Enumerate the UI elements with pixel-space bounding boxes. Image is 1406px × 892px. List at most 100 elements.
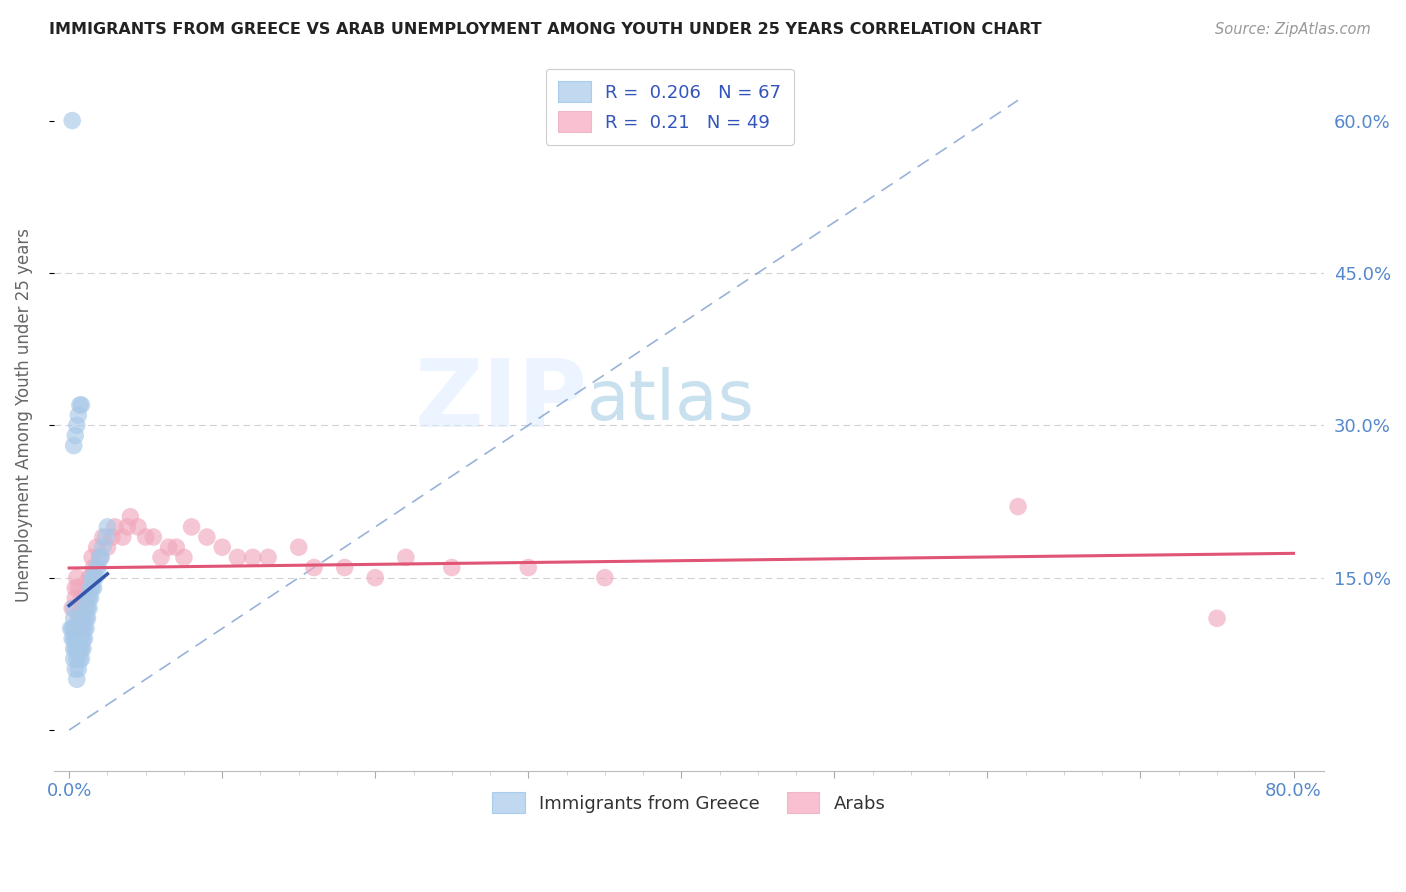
Point bbox=[96, 540, 118, 554]
Point bbox=[90, 550, 112, 565]
Point bbox=[66, 641, 89, 656]
Point bbox=[302, 560, 325, 574]
Point bbox=[62, 652, 84, 666]
Point bbox=[77, 591, 100, 605]
Point bbox=[70, 632, 93, 646]
Point bbox=[111, 530, 134, 544]
Point bbox=[67, 611, 90, 625]
Point bbox=[91, 540, 114, 554]
Point bbox=[76, 611, 98, 625]
Point bbox=[66, 652, 89, 666]
Point bbox=[120, 509, 142, 524]
Point bbox=[77, 571, 100, 585]
Point bbox=[75, 622, 97, 636]
Point bbox=[75, 601, 97, 615]
Point bbox=[76, 601, 98, 615]
Point bbox=[73, 632, 96, 646]
Point bbox=[72, 611, 94, 625]
Point bbox=[62, 622, 84, 636]
Point bbox=[86, 540, 108, 554]
Point bbox=[67, 622, 90, 636]
Point bbox=[66, 571, 89, 585]
Point bbox=[242, 550, 264, 565]
Point bbox=[77, 601, 100, 615]
Point bbox=[117, 520, 139, 534]
Point bbox=[72, 622, 94, 636]
Point bbox=[65, 641, 87, 656]
Point bbox=[67, 641, 90, 656]
Point bbox=[142, 530, 165, 544]
Point bbox=[66, 673, 89, 687]
Point bbox=[84, 571, 107, 585]
Text: atlas: atlas bbox=[588, 368, 755, 434]
Point bbox=[517, 560, 540, 574]
Point bbox=[440, 560, 463, 574]
Point bbox=[67, 408, 90, 422]
Point bbox=[69, 398, 91, 412]
Point bbox=[593, 571, 616, 585]
Point bbox=[87, 560, 110, 574]
Point bbox=[70, 622, 93, 636]
Point bbox=[76, 591, 98, 605]
Point bbox=[73, 601, 96, 615]
Point bbox=[76, 581, 98, 595]
Y-axis label: Unemployment Among Youth under 25 years: Unemployment Among Youth under 25 years bbox=[15, 228, 32, 602]
Text: IMMIGRANTS FROM GREECE VS ARAB UNEMPLOYMENT AMONG YOUTH UNDER 25 YEARS CORRELATI: IMMIGRANTS FROM GREECE VS ARAB UNEMPLOYM… bbox=[49, 22, 1042, 37]
Point bbox=[65, 622, 87, 636]
Point bbox=[127, 520, 149, 534]
Point bbox=[60, 113, 83, 128]
Point bbox=[79, 571, 101, 585]
Point bbox=[60, 632, 83, 646]
Point bbox=[211, 540, 233, 554]
Point bbox=[70, 622, 93, 636]
Point bbox=[101, 530, 124, 544]
Point bbox=[65, 581, 87, 595]
Point bbox=[333, 560, 356, 574]
Point bbox=[79, 581, 101, 595]
Text: Source: ZipAtlas.com: Source: ZipAtlas.com bbox=[1215, 22, 1371, 37]
Point bbox=[67, 581, 90, 595]
Point bbox=[75, 611, 97, 625]
Point bbox=[89, 550, 111, 565]
Point bbox=[287, 540, 309, 554]
Point bbox=[67, 662, 90, 676]
Point bbox=[83, 571, 105, 585]
Point bbox=[1007, 500, 1029, 514]
Point bbox=[94, 530, 117, 544]
Point bbox=[364, 571, 387, 585]
Point bbox=[96, 520, 118, 534]
Text: ZIP: ZIP bbox=[415, 355, 588, 447]
Point bbox=[149, 550, 172, 565]
Point bbox=[195, 530, 218, 544]
Point bbox=[70, 591, 93, 605]
Point bbox=[83, 560, 105, 574]
Point bbox=[69, 632, 91, 646]
Point bbox=[65, 632, 87, 646]
Point bbox=[69, 652, 91, 666]
Point bbox=[257, 550, 280, 565]
Point bbox=[65, 428, 87, 442]
Point bbox=[173, 550, 195, 565]
Point bbox=[226, 550, 249, 565]
Point bbox=[91, 530, 114, 544]
Point bbox=[66, 622, 89, 636]
Point bbox=[75, 591, 97, 605]
Point bbox=[82, 571, 104, 585]
Point bbox=[66, 632, 89, 646]
Point bbox=[60, 622, 83, 636]
Point bbox=[69, 641, 91, 656]
Point bbox=[73, 622, 96, 636]
Point bbox=[67, 632, 90, 646]
Point bbox=[82, 550, 104, 565]
Point bbox=[69, 622, 91, 636]
Point bbox=[65, 591, 87, 605]
Point bbox=[395, 550, 418, 565]
Point bbox=[66, 418, 89, 433]
Point bbox=[82, 581, 104, 595]
Point bbox=[72, 641, 94, 656]
Point bbox=[62, 622, 84, 636]
Point bbox=[65, 662, 87, 676]
Point bbox=[73, 611, 96, 625]
Point bbox=[62, 611, 84, 625]
Point bbox=[1206, 611, 1229, 625]
